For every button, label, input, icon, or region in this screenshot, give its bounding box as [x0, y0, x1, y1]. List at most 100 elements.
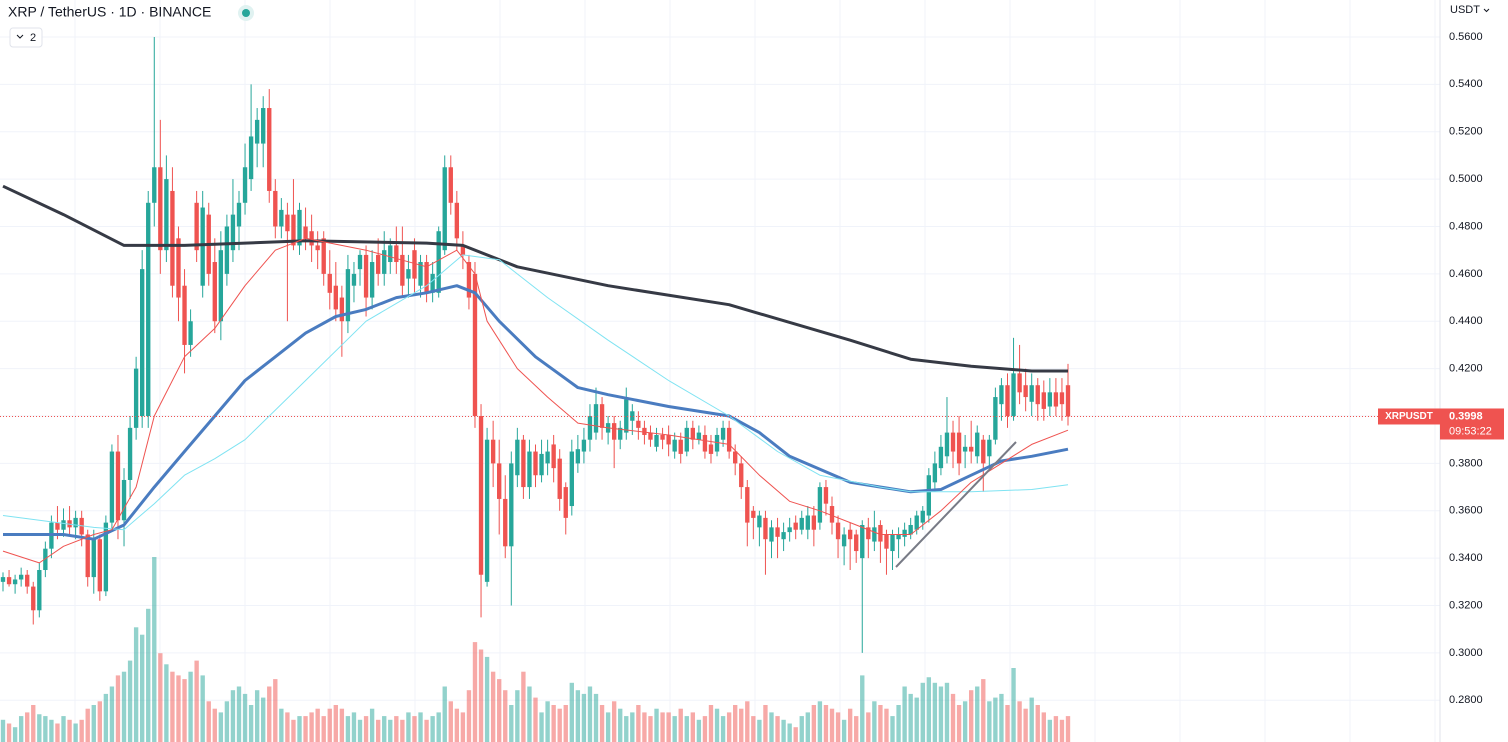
- candle-body: [636, 420, 641, 428]
- volume-bar: [478, 649, 484, 742]
- volume-bar: [757, 719, 762, 742]
- volume-bar: [787, 723, 792, 742]
- volume-bar: [872, 701, 877, 742]
- volume-bar: [581, 693, 587, 742]
- y-tick-label: 0.3000: [1449, 647, 1483, 659]
- volume-bar: [1035, 705, 1040, 742]
- candle-body: [303, 226, 308, 239]
- candle-body: [509, 463, 514, 547]
- volume-bar: [739, 708, 744, 742]
- volume-bar: [158, 653, 163, 742]
- candle-body: [412, 250, 417, 279]
- price-pane: [0, 36, 1440, 653]
- volume-bar: [218, 712, 224, 742]
- candle-body: [702, 434, 708, 452]
- candle-body: [969, 446, 974, 452]
- candle-body: [103, 522, 109, 592]
- y-tick-label: 0.4800: [1449, 220, 1483, 232]
- candle-body: [678, 439, 683, 454]
- volume-bar: [866, 712, 871, 742]
- volume-bar: [956, 705, 962, 742]
- last-price-tag: [1440, 408, 1504, 440]
- candle-body: [944, 432, 950, 457]
- volume-bar: [575, 690, 581, 742]
- volume-bar: [248, 705, 254, 742]
- candle-body: [999, 385, 1004, 405]
- candle-body: [684, 427, 689, 452]
- volume-bar: [823, 705, 829, 742]
- candle-body: [127, 427, 133, 480]
- candle-body: [926, 475, 932, 516]
- candle-body: [527, 451, 532, 488]
- indicator-toggle[interactable]: [9, 27, 43, 48]
- volume-bar: [708, 705, 714, 742]
- volume-bar: [811, 705, 817, 742]
- candle-body: [85, 534, 90, 578]
- volume-bar: [660, 712, 665, 742]
- volume-bar: [1023, 708, 1028, 742]
- candle-body: [503, 498, 508, 547]
- candle-body: [714, 434, 720, 452]
- currency-caret: [1483, 8, 1490, 13]
- volume-bar: [1053, 716, 1059, 742]
- volume-bar: [805, 712, 810, 742]
- volume-bar: [97, 701, 102, 742]
- candle-body: [31, 586, 36, 611]
- candle-body: [690, 427, 696, 440]
- volume-bar: [442, 686, 447, 742]
- volume-bar: [678, 708, 683, 742]
- candle-body: [291, 214, 296, 246]
- candle-body: [133, 368, 139, 428]
- candle-body: [751, 510, 756, 518]
- volume-bar: [636, 705, 641, 742]
- candle-body: [787, 527, 792, 533]
- y-tick-label: 0.3200: [1449, 599, 1483, 611]
- candle-body: [587, 416, 593, 440]
- candle-body: [490, 439, 496, 464]
- candle-body: [273, 190, 278, 227]
- candle-body: [599, 404, 605, 428]
- volume-bar: [932, 682, 938, 742]
- candle-body: [920, 510, 925, 523]
- volume-bar: [37, 714, 42, 742]
- y-tick-label: 0.5200: [1449, 126, 1483, 138]
- candle-body: [817, 487, 823, 523]
- candle-body: [55, 522, 60, 530]
- candle-body: [551, 444, 556, 469]
- currency-selector[interactable]: USDT: [1450, 4, 1480, 16]
- volume-bar: [466, 690, 472, 742]
- volume-bar: [1017, 701, 1022, 742]
- volume-bar: [109, 686, 115, 742]
- candle-body: [182, 285, 187, 345]
- candle-body: [424, 262, 429, 293]
- candle-body: [430, 273, 435, 293]
- grid: [0, 0, 1440, 742]
- volume-bar: [545, 701, 550, 742]
- candle-body: [769, 527, 774, 542]
- volume-bar: [139, 634, 145, 742]
- candle-body: [146, 202, 151, 417]
- volume-bar: [327, 708, 332, 742]
- candle-body: [1059, 392, 1065, 405]
- volume-bar: [490, 671, 496, 742]
- volume-bar: [254, 690, 260, 742]
- candle-body: [962, 446, 968, 452]
- candle-body: [152, 167, 157, 203]
- volume-bar: [926, 677, 932, 742]
- candle-body: [908, 524, 913, 535]
- volume-bar: [999, 693, 1004, 742]
- volume-bar: [194, 660, 199, 742]
- y-tick-label: 0.5400: [1449, 78, 1483, 90]
- candle-body: [854, 534, 859, 552]
- candle-body: [448, 167, 453, 203]
- volume-bar: [382, 716, 387, 742]
- volume-bar: [769, 712, 774, 742]
- y-tick-label: 0.2800: [1449, 694, 1483, 706]
- candle-body: [200, 207, 205, 286]
- volume-bar: [176, 675, 181, 742]
- volume-bar: [829, 708, 835, 742]
- volume-bar: [424, 719, 429, 742]
- candle-body: [896, 534, 901, 540]
- candle-body: [866, 527, 871, 540]
- volume-bar: [896, 705, 901, 742]
